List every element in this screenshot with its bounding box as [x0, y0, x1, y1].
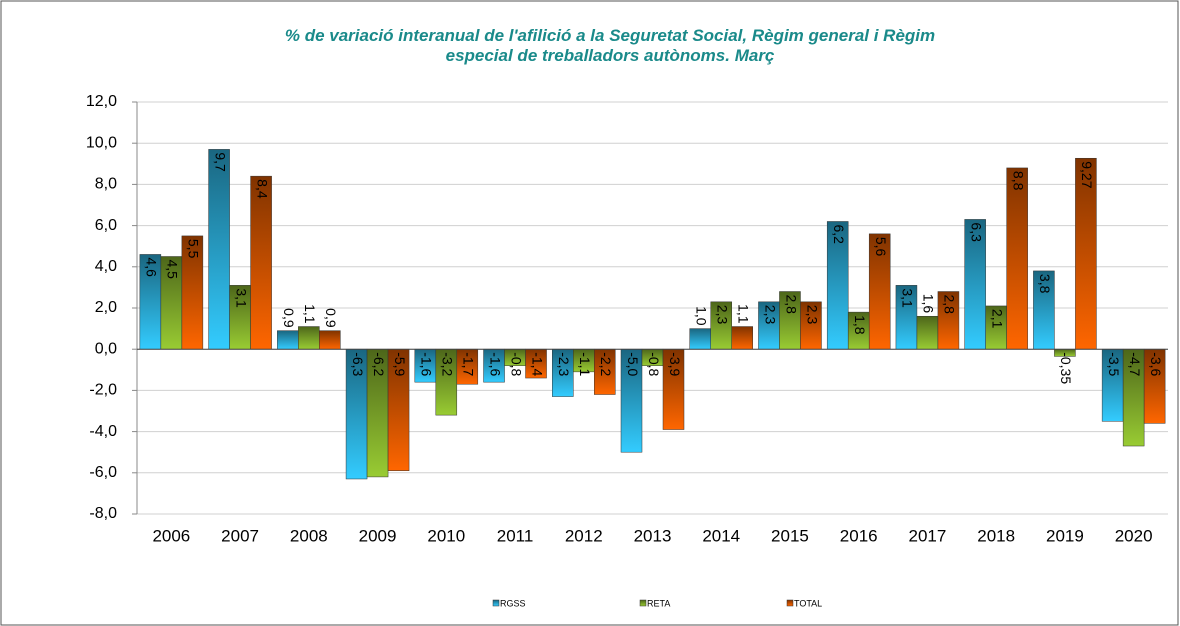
y-tick-label: 8,0	[95, 176, 117, 193]
x-tick-label: 2007	[221, 526, 259, 545]
legend-swatch	[492, 599, 500, 607]
y-tick-label: 2,0	[95, 299, 117, 316]
data-label: 0,9	[281, 308, 297, 328]
bar	[319, 330, 341, 350]
data-label: -2,3	[556, 352, 572, 376]
data-label: 8,8	[1010, 171, 1026, 191]
x-tick-label: 2009	[359, 526, 397, 545]
data-label: -1,6	[487, 352, 503, 376]
bar	[298, 326, 320, 350]
data-label: 3,1	[900, 288, 916, 308]
bar	[1006, 167, 1028, 350]
data-label: 5,6	[873, 237, 889, 257]
data-label: 1,8	[852, 315, 868, 335]
data-label: 3,8	[1037, 274, 1053, 294]
data-label: 4,5	[165, 260, 181, 280]
x-tick-label: 2017	[909, 526, 947, 545]
y-tick-label: 6,0	[95, 217, 117, 234]
data-label: -1,7	[461, 352, 477, 376]
data-label: -5,0	[625, 352, 641, 376]
x-tick-label: 2018	[977, 526, 1015, 545]
chart-title: % de variació interanual de l'afilició a…	[285, 26, 935, 65]
x-tick-label: 2013	[634, 526, 672, 545]
data-label: -3,6	[1148, 352, 1164, 376]
bar	[277, 330, 299, 350]
x-tick-label: 2010	[427, 526, 465, 545]
x-tick-label: 2015	[771, 526, 809, 545]
data-label: -3,2	[440, 352, 456, 376]
data-label: -0,8	[508, 352, 524, 376]
legend-swatch	[786, 599, 794, 607]
bar	[916, 315, 939, 350]
data-label: -1,4	[529, 352, 545, 376]
bar	[689, 328, 711, 350]
y-tick-label: 0,0	[95, 340, 117, 357]
y-tick-label: -6,0	[89, 464, 117, 481]
data-label: 2,3	[715, 305, 731, 325]
data-label: 1,1	[302, 304, 318, 324]
data-label: -6,2	[371, 352, 387, 376]
data-label: 9,7	[212, 152, 228, 172]
data-label: 1,6	[921, 294, 937, 314]
x-tick-label: 2019	[1046, 526, 1084, 545]
y-tick-label: -4,0	[89, 423, 117, 440]
data-label: 6,2	[831, 224, 847, 244]
legend-label: RETA	[647, 598, 670, 608]
data-label: 4,6	[144, 257, 160, 277]
x-tick-label: 2006	[152, 526, 190, 545]
x-tick-label: 2008	[290, 526, 328, 545]
bar	[208, 149, 230, 350]
y-tick-label: -8,0	[89, 505, 117, 522]
x-tick-label: 2011	[497, 526, 534, 545]
bar	[250, 175, 272, 350]
data-label: -4,7	[1127, 352, 1143, 376]
chart-title: % de variació interanual de l'afilició a…	[285, 26, 935, 65]
data-label: 8,4	[254, 179, 270, 199]
data-label: -1,6	[419, 352, 435, 376]
data-label: -0,35	[1058, 352, 1074, 384]
x-tick-label: 2016	[840, 526, 878, 545]
y-tick-label: 4,0	[95, 258, 117, 275]
data-label: -0,8	[646, 352, 662, 376]
data-label: 2,3	[804, 305, 820, 325]
data-label: 2,8	[783, 295, 799, 315]
bar	[731, 326, 753, 350]
data-label: 9,27	[1079, 161, 1095, 188]
data-label: 1,1	[736, 304, 752, 324]
data-label: -1,1	[577, 352, 593, 376]
data-label: -3,9	[667, 352, 683, 376]
legend-label: TOTAL	[794, 598, 822, 608]
x-tick-label: 2020	[1115, 526, 1153, 545]
legend-swatch	[639, 599, 647, 607]
data-label: -5,9	[392, 352, 408, 376]
data-label: 2,1	[989, 309, 1005, 329]
y-tick-label: -2,0	[89, 382, 117, 399]
data-label: 5,5	[186, 239, 202, 259]
y-tick-label: 12,0	[86, 93, 117, 110]
data-label: -6,3	[350, 352, 366, 376]
legend-label: RGSS	[500, 598, 526, 608]
data-label: 3,1	[233, 288, 249, 308]
data-label: 0,9	[323, 308, 339, 328]
data-label: -3,5	[1106, 352, 1122, 376]
x-tick-label: 2012	[565, 526, 603, 545]
data-label: 2,8	[942, 295, 958, 315]
data-label: 1,0	[694, 306, 710, 326]
y-tick-label: 10,0	[86, 134, 117, 151]
x-tick-label: 2014	[702, 526, 740, 545]
data-label: 6,3	[968, 222, 984, 242]
data-label: -2,2	[598, 352, 614, 376]
data-label: 2,3	[762, 305, 778, 325]
